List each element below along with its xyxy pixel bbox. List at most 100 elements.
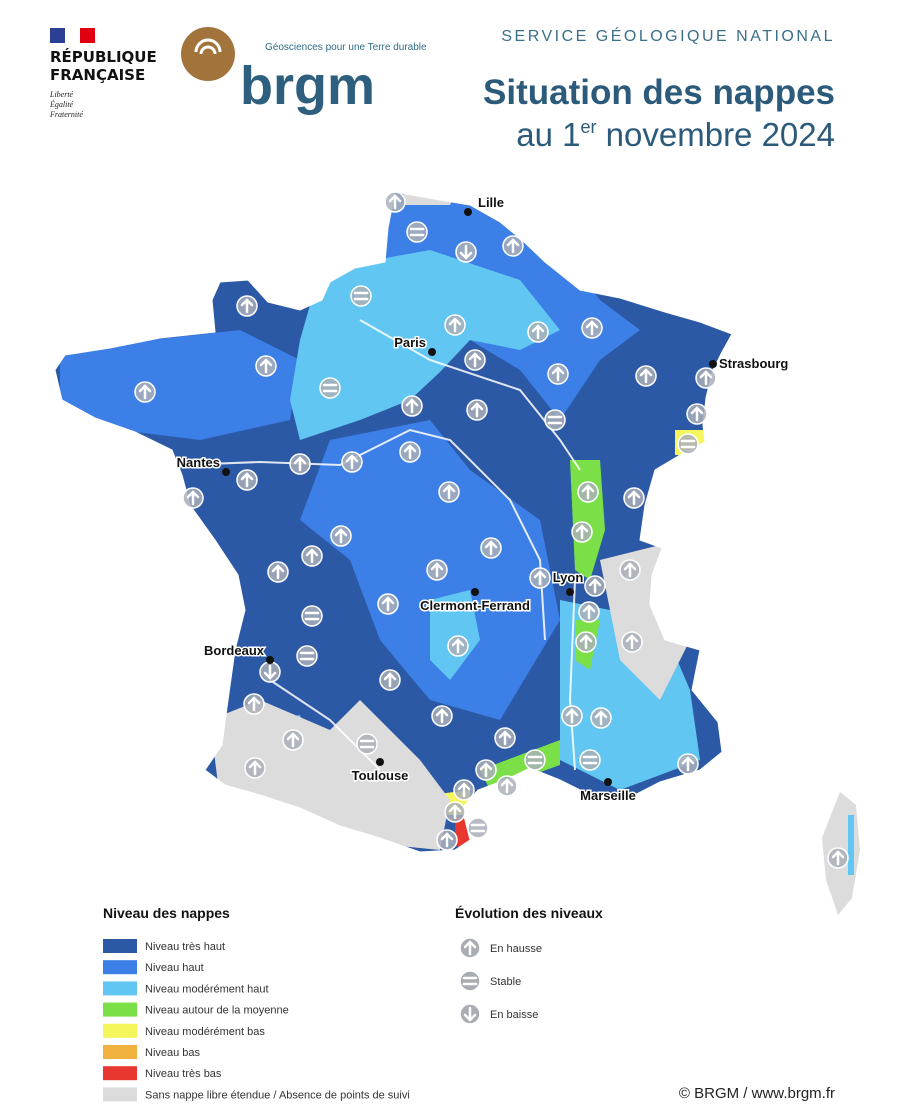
- zone: [400, 192, 460, 205]
- trend-glyph: [334, 528, 348, 544]
- trend-icon: [350, 285, 372, 307]
- trend-glyph: [479, 762, 493, 778]
- city-label: Strasbourg: [719, 356, 788, 371]
- trend-glyph: [533, 570, 547, 586]
- legend-label: Niveau très bas: [145, 1068, 222, 1080]
- legend-label: Niveau autour de la moyenne: [145, 1005, 289, 1017]
- zone: [60, 330, 300, 440]
- trend-icon: [296, 645, 318, 667]
- brgm-logo: [181, 27, 235, 81]
- city-label: Clermont-Ferrand: [420, 598, 530, 613]
- trend-glyph: [531, 324, 545, 340]
- trend-glyph: [565, 708, 579, 724]
- flag-red: [80, 28, 95, 43]
- legend-swatch: [103, 1023, 137, 1038]
- trend-glyph: [547, 415, 563, 425]
- city-label: Paris: [394, 335, 426, 350]
- trend-glyph: [457, 782, 471, 798]
- legend-label: Niveau haut: [145, 962, 204, 974]
- city-label: Bordeaux: [204, 643, 265, 658]
- subtitle: au 1er novembre 2024: [516, 116, 835, 153]
- cities: Lille Paris Strasbourg Nantes Lyon Clermont-F…: [175, 194, 790, 805]
- trend-glyph: [585, 320, 599, 336]
- trend-icon: [579, 749, 601, 771]
- legend-swatch: [103, 981, 137, 996]
- city-label: Nantes: [177, 455, 220, 470]
- legend: Niveau des nappes Niveau très haut Niveau …: [103, 905, 603, 1102]
- evolution-label: En baisse: [490, 1009, 538, 1021]
- city-dot: [428, 348, 436, 356]
- legend-label: Niveau bas: [145, 1047, 201, 1059]
- legend-label: Niveau très haut: [145, 941, 225, 953]
- subtitle-prefix: au 1: [516, 116, 580, 153]
- trend-glyph: [248, 760, 262, 776]
- trend-icon: [356, 733, 378, 755]
- trend-icon: [524, 749, 546, 771]
- city-dot: [709, 360, 717, 368]
- subtitle-sup: er: [580, 117, 596, 137]
- republic-line: FRANÇAISE: [50, 66, 145, 84]
- trend-glyph: [247, 696, 261, 712]
- icons: [134, 191, 849, 1025]
- title: Situation des nappes: [483, 73, 835, 112]
- city-dot: [266, 656, 274, 664]
- tagline: Géosciences pour une Terre durable: [265, 42, 427, 53]
- trend-glyph: [345, 454, 359, 470]
- trend-glyph: [304, 611, 320, 621]
- trend-glyph: [409, 227, 425, 237]
- motto: Fraternité: [49, 110, 83, 119]
- legend-swatch: [103, 960, 137, 975]
- flag-white: [65, 28, 80, 43]
- trend-glyph: [353, 291, 369, 301]
- flag-blue: [50, 28, 65, 43]
- trend-glyph: [623, 562, 637, 578]
- trend-glyph: [639, 368, 653, 384]
- city-dot: [604, 778, 612, 786]
- trend-glyph: [259, 358, 273, 374]
- legend-swatch: [103, 1066, 137, 1081]
- trend-glyph: [138, 384, 152, 400]
- city-dot: [376, 758, 384, 766]
- trend-glyph: [506, 238, 520, 254]
- trend-glyph: [299, 651, 315, 661]
- trend-glyph: [690, 406, 704, 422]
- trend-glyph: [293, 456, 307, 472]
- trend-glyph: [322, 383, 338, 393]
- trend-glyph: [582, 604, 596, 620]
- trend-glyph: [470, 402, 484, 418]
- trend-glyph: [500, 778, 514, 794]
- trend-glyph: [498, 730, 512, 746]
- trend-glyph: [240, 472, 254, 488]
- city-dot: [566, 588, 574, 596]
- trend-glyph: [575, 524, 589, 540]
- evolution-label: En hausse: [490, 943, 542, 955]
- trend-glyph: [440, 832, 454, 848]
- city-label: Lyon: [553, 570, 584, 585]
- trend-glyph: [581, 484, 595, 500]
- trend-glyph: [451, 638, 465, 654]
- trend-icon: [544, 409, 566, 431]
- trend-glyph: [459, 244, 473, 260]
- trend-glyph: [463, 940, 477, 956]
- trend-icon: [301, 605, 323, 627]
- city-label: Lille: [478, 195, 504, 210]
- logo-glyph: [194, 38, 222, 55]
- trend-icon: [459, 970, 481, 992]
- trend-glyph: [625, 634, 639, 650]
- city-dot: [464, 208, 472, 216]
- trend-icon: [319, 377, 341, 399]
- trend-glyph: [263, 664, 277, 680]
- trend-glyph: [271, 564, 285, 580]
- legend-swatch: [103, 939, 137, 953]
- city-dot: [471, 588, 479, 596]
- trend-glyph: [588, 578, 602, 594]
- service: SERVICE GÉOLOGIQUE NATIONAL: [501, 26, 835, 45]
- trend-glyph: [699, 370, 713, 386]
- trend-glyph: [448, 317, 462, 333]
- trend-icon: [677, 433, 699, 455]
- trend-glyph: [579, 634, 593, 650]
- legend-label: Sans nappe libre étendue / Absence de po…: [145, 1089, 410, 1101]
- trend-glyph: [582, 755, 598, 765]
- trend-glyph: [388, 194, 402, 210]
